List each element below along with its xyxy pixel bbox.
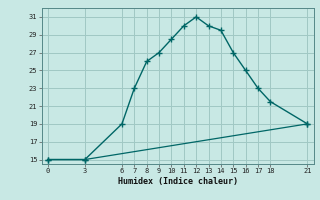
- X-axis label: Humidex (Indice chaleur): Humidex (Indice chaleur): [118, 177, 237, 186]
